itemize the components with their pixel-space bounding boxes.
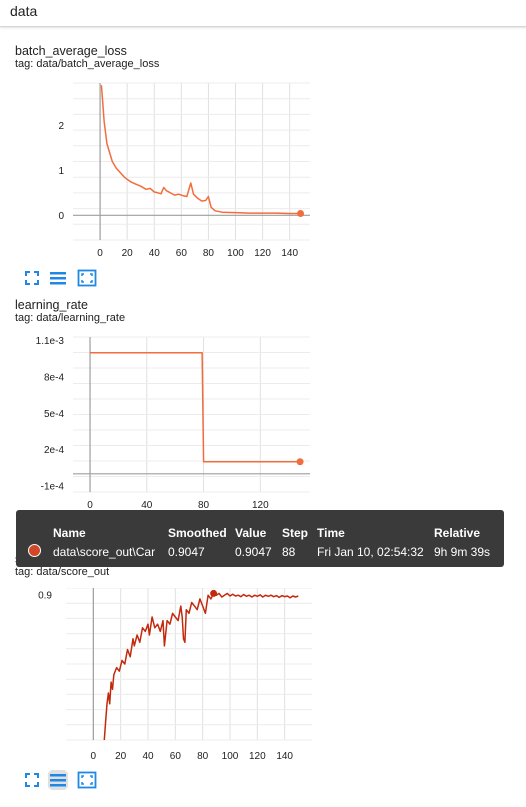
x-tick-label: 140 <box>281 248 298 259</box>
highlighted-point <box>297 210 305 218</box>
y-tick-label: 2e-4 <box>44 445 64 456</box>
chart-title: learning_rate <box>15 298 88 312</box>
x-tick-label: 60 <box>176 248 188 259</box>
x-tick-label: 0 <box>91 751 97 762</box>
x-tick-label: 100 <box>227 248 244 259</box>
tooltip-header-smoothed: Smoothed <box>168 526 227 540</box>
chart-score-out[interactable]: 0 20 40 60 80 100 120 140 0.9 <box>0 588 330 768</box>
toggle-log-scale-icon[interactable] <box>46 768 70 792</box>
tooltip-header-name: Name <box>53 526 86 540</box>
toggle-log-scale-icon[interactable] <box>48 268 68 288</box>
y-tick-label: 0 <box>58 211 64 222</box>
top-bar: data <box>0 0 526 27</box>
x-tick-label: 60 <box>170 751 182 762</box>
chart-tooltip: Name Smoothed Value Step Time Relative d… <box>16 510 504 567</box>
chart-card-learning-rate: learning_rate tag: data/learning_rate <box>15 298 315 325</box>
tooltip-value: 0.9047 <box>235 545 272 559</box>
y-tick-label: 1 <box>58 166 64 177</box>
highlighted-point <box>210 589 218 597</box>
x-tick-label: 80 <box>197 751 209 762</box>
tooltip-header-value: Value <box>235 526 267 540</box>
y-tick-label: 0.9 <box>38 591 52 602</box>
fit-domain-icon[interactable] <box>77 770 97 790</box>
series-line <box>100 85 301 215</box>
y-tick-label: -1e-4 <box>41 481 65 492</box>
fit-domain-icon[interactable] <box>77 268 97 288</box>
chart-batch-average-loss[interactable]: 0 20 40 60 80 100 120 140 0 1 2 <box>0 80 330 260</box>
x-tick-label: 40 <box>142 751 154 762</box>
x-tick-label: 120 <box>254 248 271 259</box>
y-tick-label: 5e-4 <box>44 409 64 420</box>
chart-tag: tag: data/batch_average_loss <box>15 58 160 70</box>
chart-learning-rate[interactable]: 0 40 80 120 -1e-4 2e-4 5e-4 8e-4 1.1e-3 <box>0 334 330 514</box>
x-tick-label: 0 <box>97 248 103 259</box>
series-color-dot <box>28 544 41 557</box>
fit-to-screen-icon[interactable] <box>22 770 42 790</box>
highlighted-point <box>296 458 304 466</box>
chart-tag: tag: data/learning_rate <box>15 312 126 324</box>
x-tick-label: 40 <box>141 500 153 511</box>
tooltip-header-step: Step <box>282 526 309 540</box>
run-group-title[interactable]: data <box>10 3 38 19</box>
tooltip-time: Fri Jan 10, 02:54:32 <box>317 545 424 559</box>
tooltip-relative: 9h 9m 39s <box>434 545 491 559</box>
tooltip-step: 88 <box>282 545 296 559</box>
x-tick-label: 20 <box>122 248 134 259</box>
fit-to-screen-icon[interactable] <box>22 268 42 288</box>
x-tick-label: 80 <box>198 500 210 511</box>
y-tick-label: 8e-4 <box>44 372 64 383</box>
x-tick-label: 140 <box>276 751 293 762</box>
x-tick-label: 100 <box>222 751 239 762</box>
tooltip-header-time: Time <box>317 526 345 540</box>
x-tick-label: 80 <box>203 248 215 259</box>
y-tick-label: 2 <box>58 121 64 132</box>
series-line <box>103 592 299 741</box>
chart-tag: tag: data/score_out <box>15 566 110 578</box>
series-line <box>90 351 301 463</box>
chart-card-batch-average-loss: batch_average_loss tag: data/batch_avera… <box>15 44 315 71</box>
x-tick-label: 120 <box>252 500 269 511</box>
tooltip-header-relative: Relative <box>434 526 481 540</box>
x-tick-label: 0 <box>87 500 93 511</box>
x-tick-label: 20 <box>115 751 127 762</box>
chart-title: batch_average_loss <box>15 44 127 58</box>
y-tick-label: 1.1e-3 <box>36 336 65 347</box>
x-tick-label: 120 <box>249 751 266 762</box>
tooltip-smoothed: 0.9047 <box>168 545 205 559</box>
x-tick-label: 40 <box>149 248 161 259</box>
tooltip-run-name: data\score_out\Car <box>53 545 156 559</box>
